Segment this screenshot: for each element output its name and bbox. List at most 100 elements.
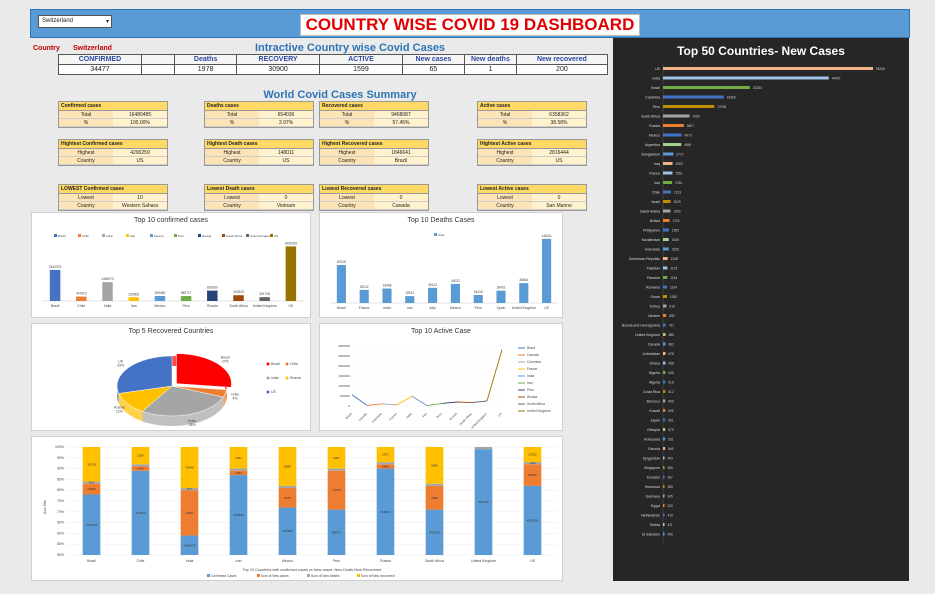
summary-box-row: Country US: [59, 157, 167, 165]
y-tick-label: Philippines: [643, 229, 660, 233]
stack-segment: [425, 447, 444, 484]
selected-country: Switzerland: [42, 18, 74, 24]
country-dropdown[interactable]: Switzerland ▾: [38, 15, 112, 28]
cases-value-cell: 65: [401, 64, 466, 75]
bar-spain: [496, 290, 506, 303]
y-tick-label: United Kingdom: [635, 333, 660, 337]
x-tick-label: Brazil: [337, 306, 346, 310]
y-tick-label: Turkey: [649, 305, 660, 309]
bar-iran: [405, 296, 415, 303]
y-tick-label: Serbia: [650, 523, 660, 527]
bar-bangladesh: [663, 152, 674, 156]
segment-value-label: 1283: [529, 461, 536, 465]
x-tick-label: Russia: [207, 304, 217, 308]
cases-value-cell: 1978: [173, 64, 238, 75]
x-tick-label: US: [544, 306, 549, 310]
bar-value-label: 389717: [181, 291, 192, 295]
recovered-chart-panel: Top 5 Recovered Countries Brazil 27% Chile…: [31, 323, 311, 431]
legend-swatch: [434, 233, 437, 236]
legend-label: Canada: [527, 353, 539, 357]
stack-segment: [131, 447, 150, 465]
line-segment: [456, 401, 473, 404]
y-tick-label: 2000000: [338, 364, 350, 368]
bar-value-label: 5607: [687, 124, 694, 128]
bar-brazil: [49, 269, 61, 301]
legend-label: India: [527, 374, 534, 378]
deaths-chart-title: Top 10 Deaths Cases: [407, 217, 475, 224]
bar-serbia: [663, 523, 665, 526]
pie-label: Chile: [231, 392, 239, 396]
pie-slice-india: [142, 385, 224, 417]
segment-value-label: 4290259: [527, 518, 539, 522]
summary-row-label: %: [502, 120, 508, 126]
bar-value-label: 293606: [128, 292, 139, 296]
pie-pct-label: 28%: [189, 423, 196, 427]
bar-ghana: [663, 361, 666, 365]
legend-label: Peru: [178, 234, 185, 238]
summary-row-label: Country: [223, 203, 241, 209]
cases-header-cell: CONFIRMED: [58, 54, 142, 65]
summary-box-title: Lowest Recovered cases: [320, 185, 428, 194]
deaths-chart: Total 87618 Brazil 30212 France 33408 India 159…: [330, 233, 558, 310]
x-tick-label: Peru: [435, 412, 443, 420]
summary-row-value: 38.58%: [532, 119, 586, 126]
legend-label: Confirmed Cases: [211, 574, 237, 578]
y-tick-label: Germany: [646, 495, 661, 499]
bar-value-label: 345: [668, 495, 674, 499]
bar-value-label: 403: [668, 457, 674, 461]
bar-value-label: 546: [668, 447, 674, 451]
pie-label: India: [188, 419, 196, 423]
bar-value-label: 551: [668, 438, 674, 442]
summary-box-row: Country Brazil: [320, 157, 428, 165]
x-tick-label: United Kingdom: [471, 559, 496, 563]
bar-value-label: 1592: [672, 229, 679, 233]
line-segment: [441, 401, 458, 404]
bar-value-label: 2551: [676, 172, 683, 176]
summary-row-label: Country: [338, 158, 356, 164]
y-tick-label: El Salvador: [642, 533, 661, 537]
bar-value-label: 395489: [155, 291, 166, 295]
stack-segment: [327, 509, 346, 555]
stack-segment: [229, 468, 248, 471]
bar-russia: [663, 124, 684, 127]
deaths-chart-panel: Top 10 Deaths Cases Total 87618 Brazil 3021…: [319, 212, 563, 318]
pie-slice-side: [118, 393, 143, 422]
summary-box: Hightest Confirmed cases Highest 4290259 Co…: [58, 139, 168, 166]
x-tick-label: Iran: [407, 306, 413, 310]
y-tick-label: Ecuador: [647, 476, 661, 480]
y-tick-label: 85%: [57, 477, 64, 481]
x-tick-label: Iran: [131, 304, 137, 308]
bar-value-label: 682: [669, 343, 675, 347]
stack-segment: [180, 490, 199, 536]
pie-pct-label: 12%: [116, 409, 123, 413]
segment-value-label: 1436: [137, 467, 144, 471]
summary-box-row: Lowest 0: [320, 194, 428, 202]
bar-us: [542, 238, 552, 303]
stacked-bar-chart: 100% 95% 90% 85% 80% 75% 70% 65% 60% 55% 50% Axis T…: [43, 445, 557, 578]
summary-box: Highest Recovered cases Highest 1846641 Cou…: [319, 139, 429, 166]
summary-row-label: %: [229, 120, 235, 126]
bar-south-africa: [233, 295, 244, 301]
y-tick-label: Japan: [650, 419, 660, 423]
segment-value-label: 5509: [382, 464, 389, 468]
bar-india: [663, 76, 829, 80]
summary-box-row: Country US: [205, 157, 313, 165]
chevron-down-icon[interactable]: ▾: [105, 19, 109, 25]
x-tick-label: India: [383, 306, 390, 310]
bar-south-africa: [663, 114, 690, 118]
country-section-title: Intractive Country wise Covid Cases: [254, 42, 446, 54]
y-tick-label: Colombia: [645, 96, 660, 100]
y-tick-label: Russia: [649, 124, 660, 128]
bar-mexico: [154, 295, 166, 301]
cases-header-cell: [140, 54, 176, 65]
bar-india: [382, 288, 392, 303]
y-tick-label: 90%: [57, 467, 64, 471]
bar-us: [663, 67, 873, 70]
y-tick-label: Brazil: [651, 86, 660, 90]
bar-chile: [76, 296, 87, 301]
summary-row-label: Highest: [338, 150, 356, 156]
segment-value-label: 9848: [431, 463, 438, 467]
summary-row-value: San Marino: [532, 202, 586, 209]
stack-segment: [229, 475, 248, 555]
summary-box-row: Country Vietnam: [205, 202, 313, 210]
